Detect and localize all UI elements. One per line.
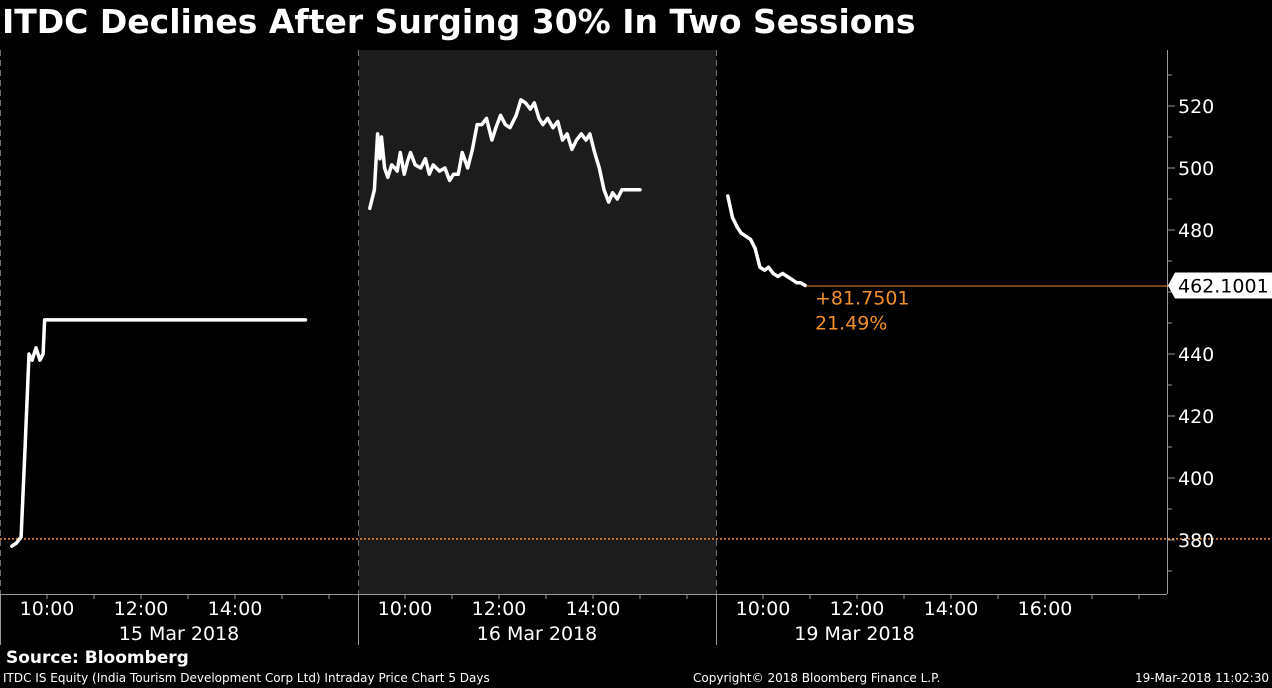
session-separators <box>0 50 717 645</box>
y-tick-label: 520 <box>1178 96 1214 118</box>
source-label: Source: Bloomberg <box>6 648 189 668</box>
y-tick-label: 420 <box>1178 406 1214 428</box>
x-tick-label: 14:00 <box>208 598 263 620</box>
x-tick-label: 12:00 <box>472 598 527 620</box>
x-tick-label: 16:00 <box>1018 598 1073 620</box>
y-tick-label: 400 <box>1178 468 1214 490</box>
x-tick-label: 12:00 <box>114 598 169 620</box>
y-tick-label: 500 <box>1178 158 1214 180</box>
x-tick-label: 14:00 <box>566 598 621 620</box>
change-label: +81.7501 <box>815 287 910 309</box>
annotations: 462.1001 +81.7501 21.49% <box>805 272 1272 334</box>
copyright-notice: Copyright© 2018 Bloomberg Finance L.P. <box>693 671 941 685</box>
session-backgrounds <box>359 50 716 594</box>
last-price-label: 462.1001 <box>1178 275 1269 297</box>
timestamp: 19-Mar-2018 11:02:30 <box>1134 671 1269 685</box>
x-tick-label: 14:00 <box>924 598 979 620</box>
x-axis: 10:00 12:00 14:00 15 Mar 2018 10:00 12:00 14:0… <box>0 594 1167 645</box>
highlighted-session-band <box>359 50 716 594</box>
price-line-session-1 <box>10 318 308 548</box>
x-tick-label: 10:00 <box>20 598 75 620</box>
chart-description: ITDC IS Equity (India Tourism Developmen… <box>3 671 490 685</box>
y-tick-label: 440 <box>1178 344 1214 366</box>
session-date-label: 16 Mar 2018 <box>477 623 597 645</box>
x-tick-label: 10:00 <box>736 598 791 620</box>
price-line-session-3 <box>726 194 808 288</box>
y-tick-label: 480 <box>1178 220 1214 242</box>
last-price-box <box>1168 272 1272 299</box>
session-date-label: 19 Mar 2018 <box>794 623 914 645</box>
x-tick-label: 10:00 <box>378 598 433 620</box>
price-line-session-2 <box>368 98 642 211</box>
change-percent-label: 21.49% <box>815 312 887 334</box>
price-series <box>10 98 808 548</box>
y-tick-label: 380 <box>1178 530 1214 552</box>
session-date-label: 15 Mar 2018 <box>119 623 239 645</box>
x-tick-label: 12:00 <box>830 598 885 620</box>
y-axis: 380 400 420 440 480 500 520 <box>1167 50 1214 594</box>
chart-title: ITDC Declines After Surging 30% In Two S… <box>2 2 916 41</box>
